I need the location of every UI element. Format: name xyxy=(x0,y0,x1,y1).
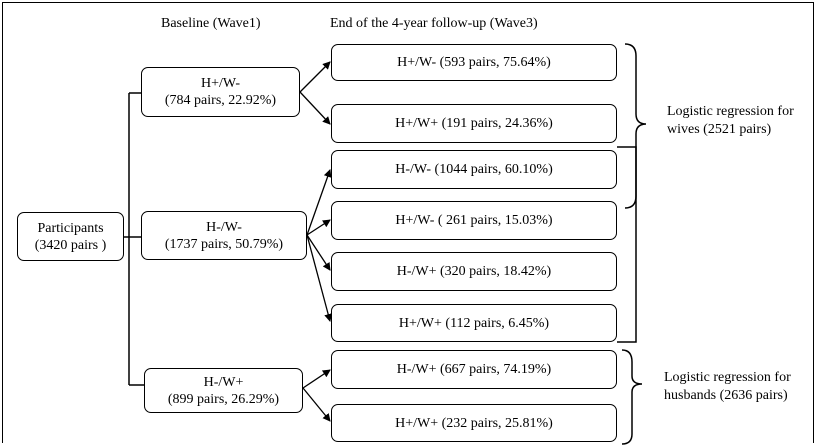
arrow xyxy=(302,387,331,422)
participants-box: Participants (3420 pairs ) xyxy=(17,212,124,261)
wave1-hmwm-label: H-/W- xyxy=(206,219,242,235)
participants-count: (3420 pairs ) xyxy=(34,237,107,253)
wave1-hpwm-count: (784 pairs, 22.92%) xyxy=(164,93,277,108)
arrow xyxy=(299,61,331,93)
arrow xyxy=(306,219,331,236)
wave1-hmwm-box: H-/W- (1737 pairs, 50.79%) xyxy=(141,211,307,260)
husbands-note-line2: husbands (2636 pairs) xyxy=(664,388,788,403)
arrows-hpwm xyxy=(299,61,331,125)
root-bracket xyxy=(124,92,144,386)
wives-bracket xyxy=(617,146,637,343)
header-followup: End of the 4-year follow-up (Wave3) xyxy=(330,16,538,31)
arrow xyxy=(306,169,332,236)
wave3-box: H+/W- (593 pairs, 75.64%) xyxy=(331,44,617,81)
wave3-box: H+/W+ (232 pairs, 25.81%) xyxy=(331,404,617,442)
arrow xyxy=(299,91,331,125)
participants-label: Participants xyxy=(37,220,104,236)
wave3-box: H-/W+ (320 pairs, 18.42%) xyxy=(331,252,617,291)
arrows-hmwp xyxy=(302,369,331,422)
husbands-note: Logistic regression for husbands (2636 p… xyxy=(664,369,791,405)
wave1-hmwm-count: (1737 pairs, 50.79%) xyxy=(164,236,284,252)
header-baseline: Baseline (Wave1) xyxy=(161,16,261,31)
wave1-hmwp-count: (899 pairs, 26.29%) xyxy=(167,391,280,407)
wave3-box: H-/W- (1044 pairs, 60.10%) xyxy=(331,150,617,189)
husbands-brace xyxy=(621,349,643,445)
wave3-box: H-/W+ (667 pairs, 74.19%) xyxy=(331,350,617,389)
wave3-box: H+/W+ (112 pairs, 6.45%) xyxy=(331,304,617,342)
wave3-box: H+/W+ (191 pairs, 24.36%) xyxy=(331,104,617,143)
arrow xyxy=(302,369,331,389)
arrows-hmwm xyxy=(306,169,333,322)
husbands-note-line1: Logistic regression for xyxy=(664,370,791,385)
wave1-hmwp-box: H-/W+ (899 pairs, 26.29%) xyxy=(144,368,303,413)
wave1-hpwm-box: H+/W- (784 pairs, 22.92%) xyxy=(141,67,300,117)
wives-note-line1: Logistic regression for xyxy=(667,104,794,119)
wave3-box: H+/W- ( 261 pairs, 15.03%) xyxy=(331,201,617,240)
wave1-hmwp-label: H-/W+ xyxy=(203,374,244,390)
arrow xyxy=(306,234,333,322)
wives-note: Logistic regression for wives (2521 pair… xyxy=(667,103,794,139)
wives-note-line2: wives (2521 pairs) xyxy=(667,122,772,137)
arrow xyxy=(306,234,331,271)
wave1-hpwm-label: H+/W- xyxy=(201,76,240,91)
